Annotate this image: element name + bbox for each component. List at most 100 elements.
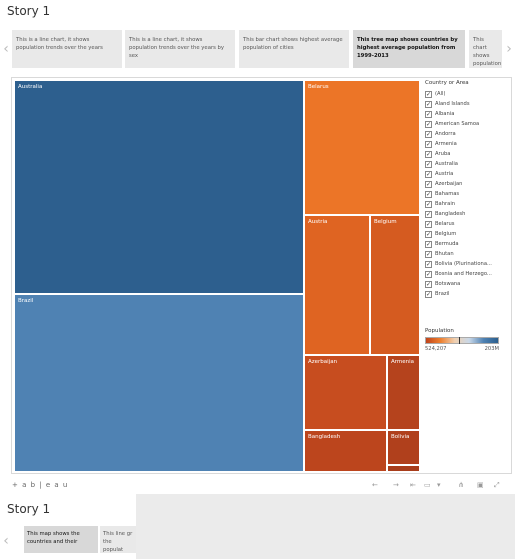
treemap: Australia Brazil Belarus Austria Belgium… — [14, 80, 420, 472]
story-caption-1[interactable]: This is a line chart, it shows populatio… — [12, 30, 122, 68]
prev-caption-button[interactable]: ‹ — [0, 30, 12, 68]
pause-icon[interactable]: ▭ — [424, 481, 431, 489]
checkbox-checked-icon[interactable]: ✓ — [425, 120, 432, 128]
filter-item[interactable]: ✓ Belarus — [425, 219, 511, 229]
checkbox-checked-icon[interactable]: ✓ — [425, 190, 432, 198]
checkbox-checked-icon[interactable]: ✓ — [425, 250, 432, 258]
checkbox-checked-icon[interactable]: ✓ — [425, 200, 432, 208]
treemap-cell-bangladesh[interactable]: Bangladesh — [304, 430, 387, 472]
filter-item-label: Åland Islands — [435, 101, 470, 107]
checkbox-checked-icon[interactable]: ✓ — [425, 230, 432, 238]
checkbox-checked-icon[interactable]: ✓ — [425, 170, 432, 178]
cell-label: Brazil — [18, 298, 34, 304]
checkbox-checked-icon[interactable]: ✓ — [425, 180, 432, 188]
treemap-cell-australia[interactable]: Australia — [14, 80, 304, 294]
filter-item[interactable]: ✓ Bahamas — [425, 189, 511, 199]
filter-item-label: Bosnia and Herzego... — [435, 271, 492, 277]
treemap-cell-small[interactable] — [387, 465, 420, 472]
filter-item[interactable]: ✓ Aruba — [425, 149, 511, 159]
story-caption-4-active[interactable]: This tree map shows countries by highest… — [353, 30, 465, 68]
story-caption-2[interactable]: This is a line chart, it shows populatio… — [125, 30, 235, 68]
story-caption-5[interactable]: This chart shows population by city type — [469, 30, 502, 68]
filter-item[interactable]: ✓ Bangladesh — [425, 209, 511, 219]
cell-label: Armenia — [391, 359, 415, 365]
legend-color-bar — [425, 337, 499, 344]
checkbox-checked-icon[interactable]: ✓ — [425, 270, 432, 278]
filter-item[interactable]: ✓ Bahrain — [425, 199, 511, 209]
legend-midpoint-tick — [459, 337, 460, 344]
treemap-cell-armenia[interactable]: Armenia — [387, 355, 420, 430]
second-prev-button[interactable]: ‹ — [0, 530, 12, 552]
filter-item-label: Botswana — [435, 281, 461, 287]
chevron-right-icon: › — [506, 41, 512, 57]
filter-item[interactable]: ✓ Belgium — [425, 229, 511, 239]
filter-item-label: Aruba — [435, 151, 451, 157]
second-story-title: Story 1 — [7, 502, 51, 516]
treemap-cell-brazil[interactable]: Brazil — [14, 294, 304, 472]
filter-item-label: Bahamas — [435, 191, 460, 197]
legend-min-label: 524,207 — [425, 346, 447, 352]
filter-item[interactable]: ✓ Bermuda — [425, 239, 511, 249]
filter-item[interactable]: ✓ Bhutan — [425, 249, 511, 259]
dropdown-icon[interactable]: ▾ — [437, 481, 441, 489]
tableau-toolbar: + a b | e a u ← → ⇤ ▭ ▾ ⋔ ▣ ⤢ — [0, 478, 515, 494]
fullscreen-icon[interactable]: ⤢ — [494, 481, 500, 489]
checkbox-checked-icon[interactable]: ✓ — [425, 240, 432, 248]
checkbox-checked-icon[interactable]: ✓ — [425, 140, 432, 148]
second-caption-2[interactable]: This line gr the populat — [100, 526, 136, 553]
second-story-panel: Story 1 ‹ This map shows the countries a… — [0, 494, 136, 559]
filter-item[interactable]: ✓ Botswana — [425, 279, 511, 289]
caption-text: This is a line chart, it shows populatio… — [129, 37, 225, 59]
checkbox-checked-icon[interactable]: ✓ — [425, 290, 432, 298]
filter-item[interactable]: ✓ American Samoa — [425, 119, 511, 129]
filter-item[interactable]: ✓ Bolivia (Plurinationa... — [425, 259, 511, 269]
chevron-left-icon: ‹ — [3, 41, 9, 57]
caption-text: This line gr the populat — [103, 531, 133, 553]
filter-item[interactable]: ✓ Austria — [425, 169, 511, 179]
checkbox-checked-icon[interactable]: ✓ — [425, 260, 432, 268]
filter-item[interactable]: ✓ Azerbaijan — [425, 179, 511, 189]
checkbox-checked-icon[interactable]: ✓ — [425, 110, 432, 118]
next-caption-button[interactable]: › — [503, 30, 515, 68]
share-icon[interactable]: ⋔ — [458, 481, 464, 489]
checkbox-checked-icon[interactable]: ✓ — [425, 220, 432, 228]
checkbox-checked-icon[interactable]: ✓ — [425, 150, 432, 158]
filter-item[interactable]: ✓ Brazil — [425, 289, 511, 299]
filter-item[interactable]: ✓ Armenia — [425, 139, 511, 149]
filter-item[interactable]: ✓ Andorra — [425, 129, 511, 139]
treemap-cell-austria[interactable]: Austria — [304, 215, 370, 355]
cell-label: Bolivia — [391, 434, 410, 440]
filter-item[interactable]: ✓ Bosnia and Herzego... — [425, 269, 511, 279]
checkbox-checked-icon[interactable]: ✓ — [425, 280, 432, 288]
legend-title: Population — [425, 328, 454, 334]
filter-item[interactable]: ✓ Åland Islands — [425, 99, 511, 109]
story-caption-3[interactable]: This bar chart shows highest average pop… — [239, 30, 349, 68]
second-caption-1[interactable]: This map shows the countries and their — [24, 526, 98, 553]
filter-item[interactable]: ✓ (All) — [425, 89, 511, 99]
filter-item[interactable]: ✓ Albania — [425, 109, 511, 119]
undo-icon[interactable]: ← — [372, 481, 378, 489]
treemap-cell-azerbaijan[interactable]: Azerbaijan — [304, 355, 387, 430]
tableau-logo[interactable]: + a b | e a u — [12, 481, 69, 489]
treemap-cell-belarus[interactable]: Belarus — [304, 80, 420, 215]
checkbox-checked-icon[interactable]: ✓ — [425, 160, 432, 168]
revert-icon[interactable]: ⇤ — [410, 481, 416, 489]
caption-text: This chart shows population by city type — [473, 37, 502, 67]
checkbox-checked-icon[interactable]: ✓ — [425, 210, 432, 218]
redo-icon[interactable]: → — [393, 481, 399, 489]
cell-label: Bangladesh — [308, 434, 341, 440]
filter-item-label: Australia — [435, 161, 458, 167]
checkbox-checked-icon[interactable]: ✓ — [425, 130, 432, 138]
cell-label: Austria — [308, 219, 328, 225]
filter-list: ✓ (All) ✓ Åland Islands ✓ Albania ✓ American Sa… — [425, 89, 511, 299]
filter-item[interactable]: ✓ Australia — [425, 159, 511, 169]
chevron-left-icon: ‹ — [3, 533, 9, 549]
filter-item-label: Bangladesh — [435, 211, 466, 217]
cell-label: Australia — [18, 84, 43, 90]
checkbox-checked-icon[interactable]: ✓ — [425, 100, 432, 108]
treemap-cell-belgium[interactable]: Belgium — [370, 215, 420, 355]
checkbox-checked-icon[interactable]: ✓ — [425, 90, 432, 98]
comment-icon[interactable]: ▣ — [477, 481, 484, 489]
treemap-cell-bolivia[interactable]: Bolivia — [387, 430, 420, 465]
